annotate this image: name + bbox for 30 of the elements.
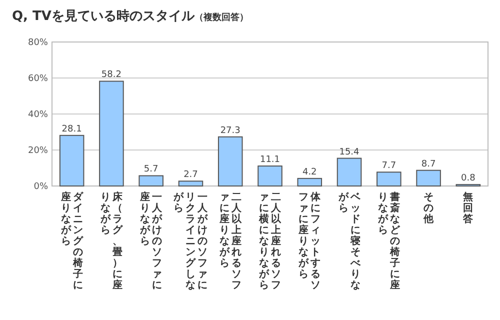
category: 二人以上座れるソファに座りながら (218, 192, 242, 291)
data-label: 27.3 (220, 126, 240, 136)
data-label: 15.4 (339, 147, 360, 158)
title: Q, TVを見ている時のスタイル（複数回答） (12, 9, 248, 24)
data-label: 2.7 (184, 170, 198, 180)
ytick: 0% (34, 182, 48, 192)
category: その他 (423, 192, 434, 227)
category: ベッドに寝そべりながら (338, 192, 361, 291)
category: 体にフィットするソファに座りながら (298, 192, 322, 291)
data-label: 7.7 (382, 161, 396, 172)
category: 書斎などの椅子に座りながら (377, 192, 400, 291)
ytick: 20% (28, 146, 48, 156)
ytick: 80% (28, 38, 48, 48)
data-label: 4.2 (302, 167, 317, 178)
category: 一人がけのソファにリクライニングしながら (173, 192, 208, 291)
data-label: 58.2 (101, 70, 122, 80)
data-label: 8.7 (421, 159, 436, 170)
ytick: 40% (28, 110, 48, 120)
data-label: 11.1 (260, 155, 280, 166)
data-label: 0.8 (461, 174, 476, 184)
data-label: 28.1 (62, 124, 82, 134)
category: 一人がけのソファに座りながら (140, 192, 163, 291)
category: 床（ラグ、畳）に座りながら (100, 192, 123, 291)
subtitle: （複数回答） (194, 13, 248, 23)
chart-title: Q, TVを見ている時のスタイル (12, 9, 196, 24)
category: ダイニングの椅子に座りながら (60, 192, 84, 291)
data-label: 5.7 (144, 164, 158, 175)
category: 二人以上座れるソファに横になりながら (258, 192, 282, 291)
category: 無回答 (462, 192, 474, 227)
ytick: 60% (28, 74, 48, 84)
